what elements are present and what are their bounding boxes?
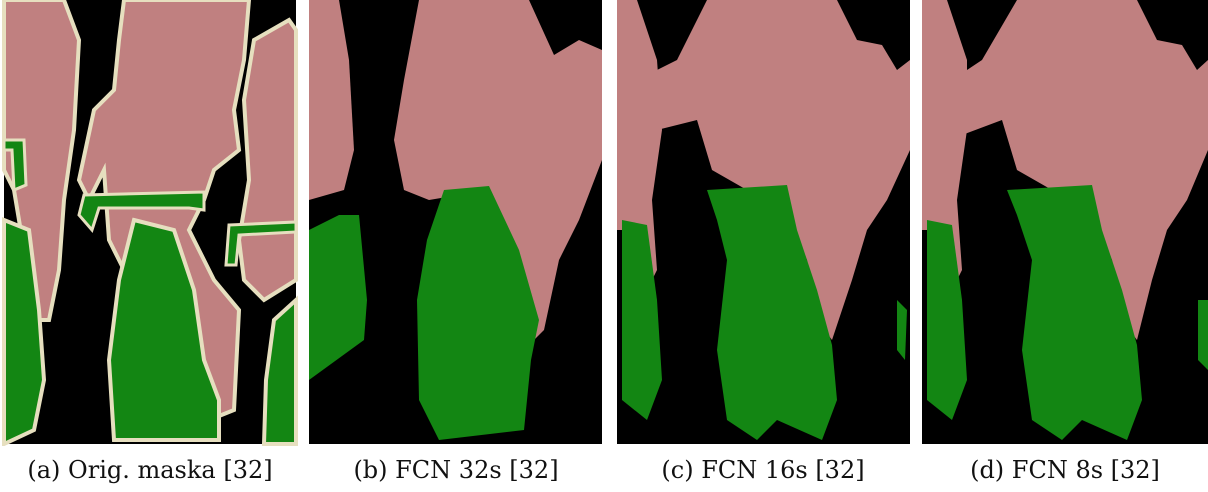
figure-images	[0, 0, 1208, 446]
caption: (d) FCN 8s [32]	[915, 452, 1208, 488]
caption: (a) Orig. maska [32]	[0, 452, 300, 488]
panel-d-image	[922, 0, 1208, 444]
panel-c-image	[617, 0, 910, 444]
panel-a-image	[4, 0, 296, 444]
caption: (c) FCN 16s [32]	[613, 452, 913, 488]
panel-b-image	[309, 0, 602, 444]
page: (a) Orig. maska [32] (b) FCN 32s [32] (c…	[0, 0, 1208, 492]
caption: (b) FCN 32s [32]	[306, 452, 606, 488]
